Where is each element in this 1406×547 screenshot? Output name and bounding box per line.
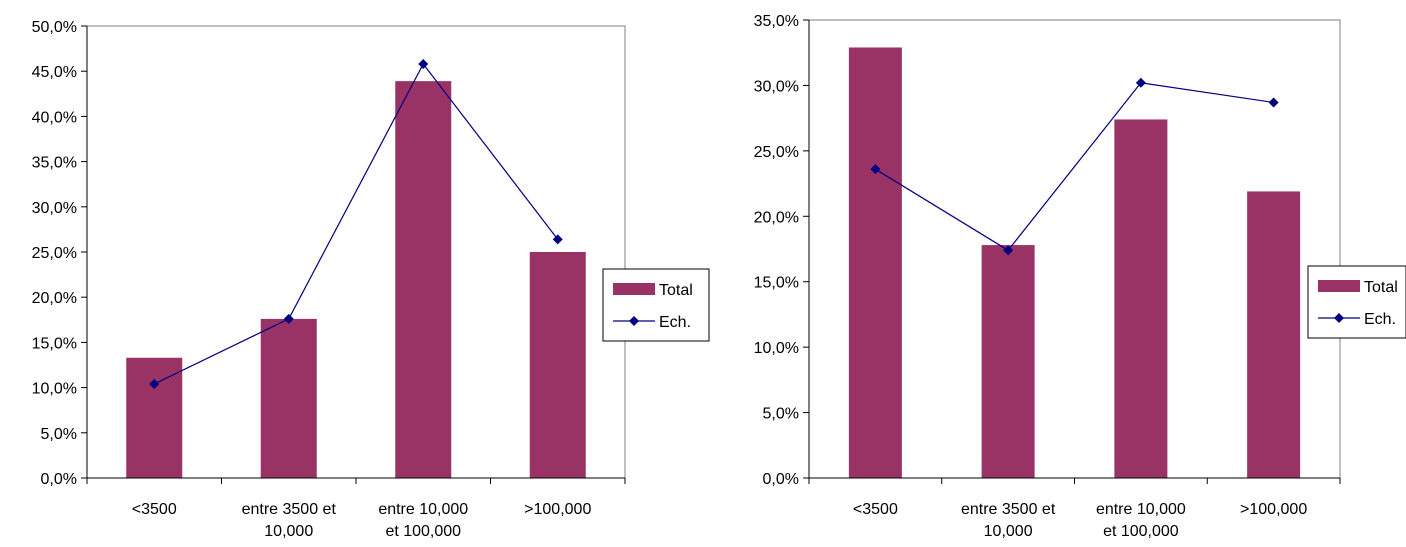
- bar-total: [395, 81, 452, 479]
- legend-swatch-total: [1318, 280, 1360, 292]
- y-tick-label: 30,0%: [32, 200, 77, 217]
- y-tick-label: 25,0%: [754, 144, 799, 161]
- legend-label-ech: Ech.: [659, 314, 691, 331]
- bar-total: [848, 47, 902, 478]
- bar-total: [529, 252, 586, 478]
- x-tick-label: entre 10,000: [1096, 501, 1186, 518]
- y-tick-label: 40,0%: [32, 109, 77, 126]
- x-tick-label: et 100,000: [1103, 523, 1179, 540]
- line-ech: [875, 82, 1274, 252]
- y-tick-label: 50,0%: [32, 19, 77, 36]
- x-tick-label: et 100,000: [385, 523, 461, 540]
- marker-ech: [870, 164, 881, 175]
- y-tick-label: 15,0%: [32, 335, 77, 352]
- y-tick-label: 25,0%: [32, 245, 77, 262]
- y-tick-label: 35,0%: [754, 13, 799, 30]
- y-tick-label: 0,0%: [41, 471, 77, 488]
- y-tick-label: 5,0%: [41, 426, 77, 443]
- y-tick-label: 45,0%: [32, 64, 77, 81]
- x-tick-label: entre 3500 et: [961, 501, 1056, 518]
- x-tick-label: >100,000: [1240, 501, 1307, 518]
- y-tick-label: 0,0%: [763, 471, 799, 488]
- legend-label-total: Total: [1364, 279, 1398, 296]
- legend-swatch-total: [613, 283, 655, 295]
- y-tick-label: 20,0%: [32, 290, 77, 307]
- legend-label-total: Total: [659, 282, 693, 299]
- line-ech: [153, 62, 559, 385]
- x-tick-label: >100,000: [524, 501, 591, 518]
- legend-box: [602, 268, 710, 342]
- legend-marker-ech: [1334, 313, 1344, 323]
- marker-ech: [552, 234, 563, 245]
- y-tick-label: 30,0%: [754, 78, 799, 95]
- y-tick-label: 10,0%: [32, 381, 77, 398]
- bar-total: [981, 245, 1035, 478]
- bar-total: [260, 318, 317, 478]
- x-tick-label: 10,000: [984, 523, 1033, 540]
- chart-2: [803, 19, 1406, 484]
- x-tick-label: entre 3500 et: [242, 501, 337, 518]
- x-tick-label: 10,000: [264, 523, 313, 540]
- marker-ech: [1003, 245, 1014, 256]
- y-tick-label: 35,0%: [32, 155, 77, 172]
- x-tick-label: entre 10,000: [378, 501, 468, 518]
- bar-total: [126, 357, 183, 478]
- y-tick-label: 10,0%: [754, 340, 799, 357]
- marker-ech: [149, 378, 160, 389]
- bar-total: [1114, 119, 1168, 479]
- legend-box: [1307, 265, 1406, 339]
- marker-ech: [283, 313, 294, 324]
- marker-ech: [418, 58, 429, 69]
- y-tick-label: 5,0%: [763, 406, 799, 423]
- y-tick-label: 20,0%: [754, 209, 799, 226]
- legend-label-ech: Ech.: [1364, 311, 1396, 328]
- y-tick-label: 15,0%: [754, 275, 799, 292]
- x-tick-label: <3500: [853, 501, 898, 518]
- bar-total: [1247, 191, 1301, 478]
- chart-1: [81, 25, 710, 484]
- legend-marker-ech: [629, 316, 639, 326]
- x-tick-label: <3500: [132, 501, 177, 518]
- marker-ech: [1135, 77, 1146, 88]
- marker-ech: [1268, 97, 1279, 108]
